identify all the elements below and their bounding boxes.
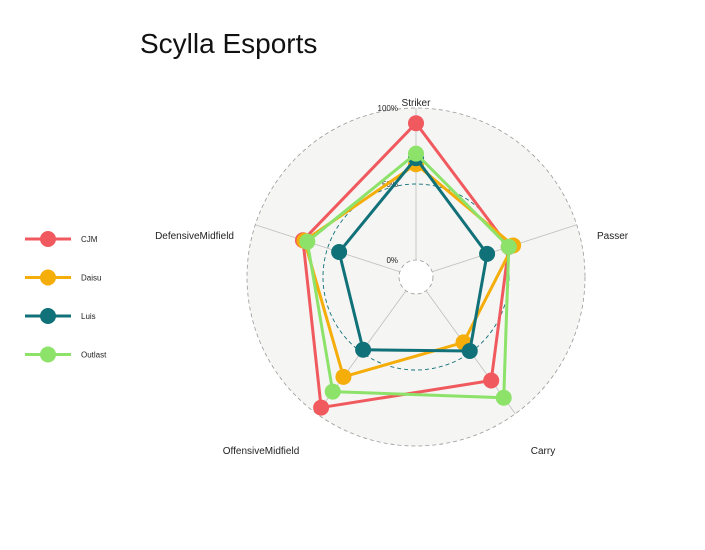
- legend-item: Luis: [25, 308, 96, 324]
- legend-label: CJM: [81, 235, 98, 244]
- legend-marker: [40, 346, 56, 363]
- data-point: [483, 372, 500, 389]
- legend-label: Outlast: [81, 351, 107, 360]
- legend-label: Luis: [81, 312, 96, 321]
- axis-label: DefensiveMidfield: [155, 231, 234, 242]
- data-point: [324, 383, 341, 400]
- chart-title: Scylla Esports: [140, 28, 317, 59]
- data-point: [313, 399, 330, 416]
- axis-label: OffensiveMidfield: [223, 446, 300, 457]
- grid-label: 50%: [382, 180, 398, 189]
- legend-marker: [40, 231, 56, 247]
- data-point: [408, 115, 424, 132]
- radar-background: [246, 107, 586, 447]
- axis-label: Passer: [597, 231, 629, 242]
- axis-label: Carry: [531, 446, 555, 457]
- series-line: [337, 156, 489, 353]
- radar-axis-labels: Striker Passer Carry OffensiveMidfield Defen…: [155, 98, 629, 457]
- data-point: [408, 145, 424, 162]
- data-point: [335, 368, 352, 385]
- data-point: [355, 341, 372, 358]
- legend-marker: [40, 269, 56, 286]
- legend: CJM Daisu Luis Outlast: [25, 231, 107, 363]
- radar-series: [294, 115, 522, 416]
- legend-marker: [40, 308, 56, 324]
- data-point: [299, 233, 316, 250]
- series-luis: [331, 150, 496, 360]
- grid-label: 0%: [386, 256, 398, 265]
- grid-label: 100%: [378, 104, 398, 113]
- data-point: [500, 238, 517, 255]
- data-point: [331, 244, 348, 261]
- legend-item: Daisu: [25, 269, 101, 286]
- axis-label: Striker: [402, 98, 432, 109]
- inner-ring: [398, 259, 434, 295]
- axis-line: [255, 224, 400, 273]
- legend-item: Outlast: [25, 346, 107, 363]
- legend-item: CJM: [25, 231, 98, 247]
- series-outlast: [299, 145, 517, 406]
- series-line: [305, 152, 511, 400]
- legend-label: Daisu: [81, 274, 101, 283]
- data-point: [495, 389, 512, 406]
- data-point: [479, 245, 496, 262]
- data-point: [461, 343, 478, 360]
